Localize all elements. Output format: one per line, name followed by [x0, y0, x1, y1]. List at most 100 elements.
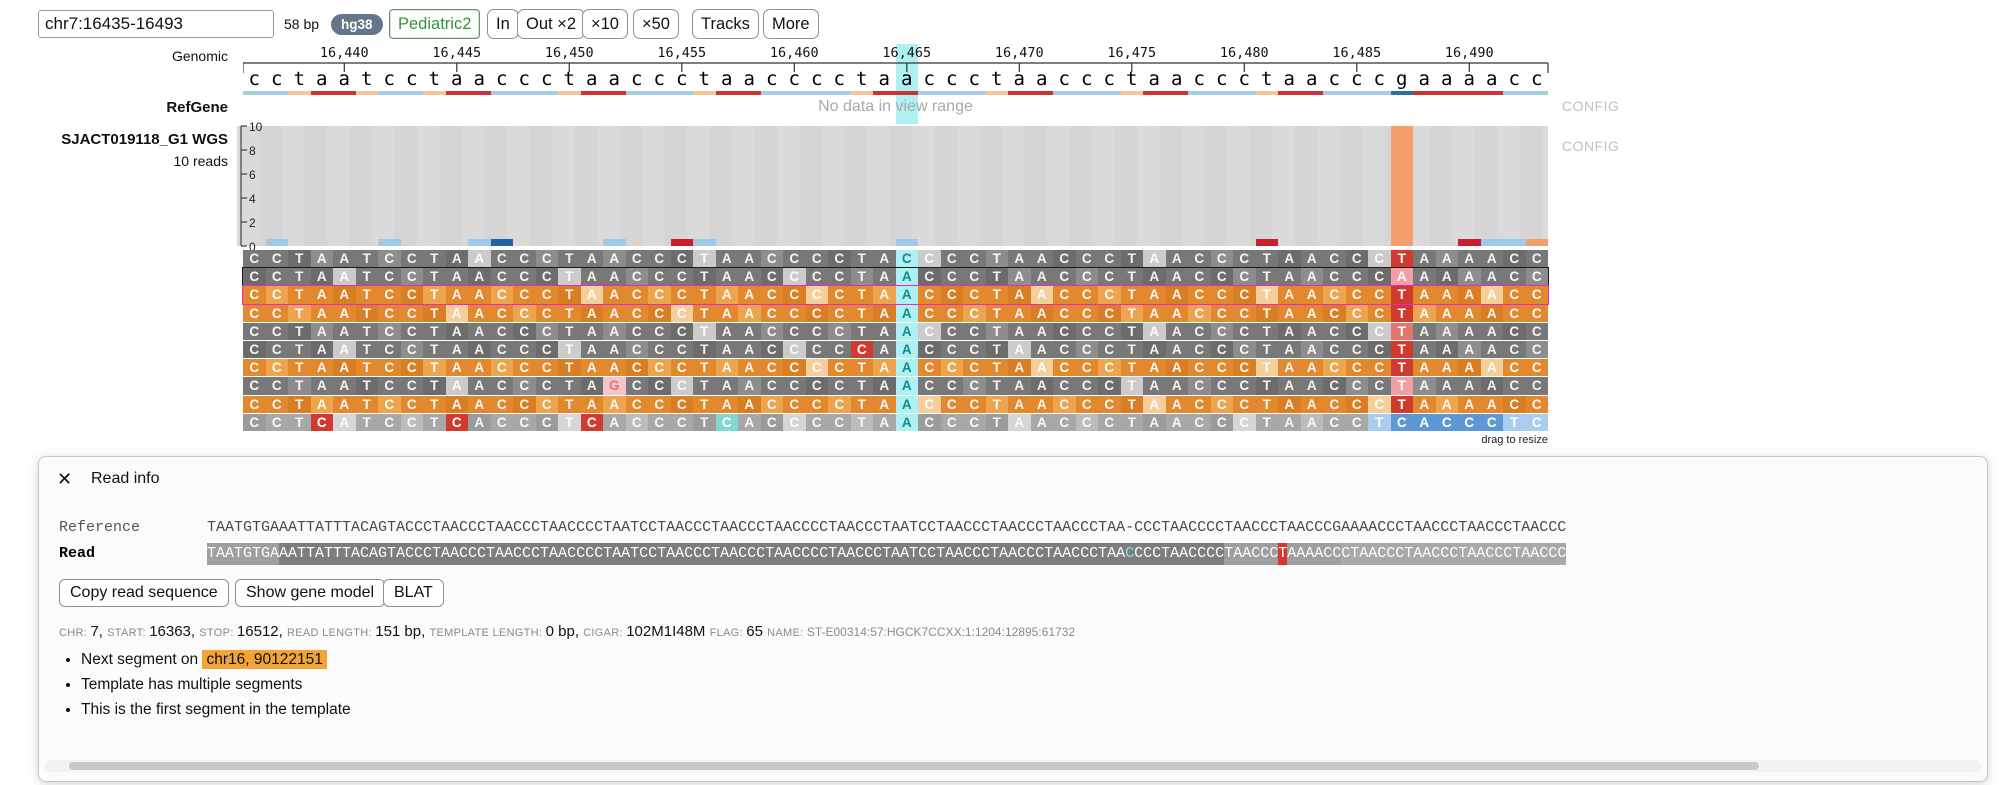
read-base-cell[interactable]: C	[648, 359, 671, 377]
read-base-cell[interactable]: A	[468, 286, 491, 304]
read-base-cell[interactable]: C	[850, 341, 873, 359]
read-base-cell[interactable]: C	[535, 341, 558, 359]
read-base-cell[interactable]: A	[1278, 304, 1301, 322]
read-base-cell[interactable]: A	[873, 413, 896, 431]
read-base-cell[interactable]: C	[670, 250, 693, 268]
read-base-cell[interactable]: C	[940, 322, 963, 340]
read-base-cell[interactable]: A	[1435, 395, 1458, 413]
read-base-cell[interactable]: A	[738, 268, 761, 286]
read-base-cell[interactable]: A	[1143, 413, 1166, 431]
read-base-cell[interactable]: A	[715, 341, 738, 359]
read-base-cell[interactable]: C	[1210, 359, 1233, 377]
read-base-cell[interactable]: C	[1368, 395, 1391, 413]
read-base-cell[interactable]: A	[1300, 377, 1323, 395]
read-base-cell[interactable]: A	[1165, 359, 1188, 377]
read-base-cell[interactable]: C	[1323, 341, 1346, 359]
read-base-cell[interactable]: A	[873, 250, 896, 268]
read-base-cell[interactable]: T	[985, 304, 1008, 322]
read-base-cell[interactable]: A	[1300, 341, 1323, 359]
read-base-cell[interactable]: C	[760, 268, 783, 286]
read-base-cell[interactable]: C	[490, 413, 513, 431]
read-base-cell[interactable]: A	[468, 304, 491, 322]
read-base-cell[interactable]: C	[378, 286, 401, 304]
read-base-cell[interactable]: T	[985, 377, 1008, 395]
read-base-cell[interactable]: T	[1120, 395, 1143, 413]
read-base-cell[interactable]: C	[648, 341, 671, 359]
read-base-cell[interactable]: C	[400, 268, 423, 286]
read-base-cell[interactable]: A	[738, 286, 761, 304]
read-base-cell[interactable]: C	[490, 359, 513, 377]
read-base-cell[interactable]: C	[1458, 413, 1481, 431]
read-base-cell[interactable]: C	[648, 377, 671, 395]
read-base-cell[interactable]: C	[1210, 268, 1233, 286]
read-base-cell[interactable]: C	[1188, 250, 1211, 268]
read-base-cell[interactable]: C	[648, 268, 671, 286]
read-base-cell[interactable]: T	[1390, 286, 1413, 304]
read-base-cell[interactable]: A	[1480, 322, 1503, 340]
read-base-cell[interactable]: A	[1165, 413, 1188, 431]
read-base-cell[interactable]: C	[265, 268, 288, 286]
read-base-cell[interactable]: C	[805, 359, 828, 377]
read-base-cell[interactable]: A	[1480, 250, 1503, 268]
read-base-cell[interactable]: T	[850, 268, 873, 286]
read-base-cell[interactable]: A	[895, 322, 918, 340]
read-base-cell[interactable]: C	[1503, 322, 1526, 340]
read-base-cell[interactable]: C	[1233, 322, 1256, 340]
read-base-cell[interactable]: T	[1390, 377, 1413, 395]
read-base-cell[interactable]: C	[513, 377, 536, 395]
read-base-cell[interactable]: C	[1323, 268, 1346, 286]
read-base-cell[interactable]: A	[1143, 250, 1166, 268]
read-base-cell[interactable]: C	[963, 304, 986, 322]
read-base-cell[interactable]: C	[805, 395, 828, 413]
read-base-cell[interactable]: A	[715, 377, 738, 395]
mate-position-highlight[interactable]: chr16, 90122151	[202, 650, 327, 669]
read-base-cell[interactable]: T	[1255, 413, 1278, 431]
read-base-cell[interactable]: C	[918, 322, 941, 340]
read-base-cell[interactable]: A	[1278, 286, 1301, 304]
read-base-cell[interactable]: C	[940, 377, 963, 395]
read-base-cell[interactable]: A	[1435, 341, 1458, 359]
read-base-cell[interactable]: C	[670, 359, 693, 377]
read-base-cell[interactable]: C	[1233, 304, 1256, 322]
read-base-cell[interactable]: A	[310, 268, 333, 286]
read-base-cell[interactable]: C	[940, 268, 963, 286]
read-base-cell[interactable]: C	[828, 395, 851, 413]
read-base-cell[interactable]: C	[783, 286, 806, 304]
read-base-cell[interactable]: C	[625, 286, 648, 304]
read-base-cell[interactable]: A	[715, 395, 738, 413]
read-base-cell[interactable]: C	[535, 322, 558, 340]
read-base-cell[interactable]: T	[288, 377, 311, 395]
read-base-cell[interactable]: A	[1435, 322, 1458, 340]
read-base-cell[interactable]: C	[963, 377, 986, 395]
read-base-cell[interactable]: C	[940, 341, 963, 359]
read-base-cell[interactable]: C	[670, 304, 693, 322]
read-base-cell[interactable]: C	[400, 377, 423, 395]
read-base-cell[interactable]: T	[1120, 359, 1143, 377]
read-base-cell[interactable]: A	[895, 359, 918, 377]
read-base-cell[interactable]: A	[445, 250, 468, 268]
read-base-cell[interactable]: C	[963, 395, 986, 413]
read-base-cell[interactable]: A	[1413, 268, 1436, 286]
read-base-cell[interactable]: T	[423, 395, 446, 413]
read-base-cell[interactable]: A	[1008, 341, 1031, 359]
read-base-cell[interactable]: A	[1030, 413, 1053, 431]
zoom-out-50x-button[interactable]: ×50	[633, 9, 679, 39]
read-base-cell[interactable]: C	[243, 377, 266, 395]
read-base-cell[interactable]: A	[1390, 268, 1413, 286]
read-base-cell[interactable]: A	[1458, 341, 1481, 359]
read-base-cell[interactable]: T	[423, 250, 446, 268]
read-base-cell[interactable]: C	[243, 304, 266, 322]
read-base-cell[interactable]: C	[783, 341, 806, 359]
read-base-cell[interactable]: C	[783, 413, 806, 431]
read-base-cell[interactable]: C	[670, 322, 693, 340]
read-base-cell[interactable]: A	[1458, 286, 1481, 304]
read-base-cell[interactable]: A	[1480, 268, 1503, 286]
read-base-cell[interactable]: A	[603, 413, 626, 431]
read-base-cell[interactable]: A	[580, 322, 603, 340]
read-base-cell[interactable]: C	[1345, 377, 1368, 395]
read-base-cell[interactable]: T	[1390, 341, 1413, 359]
read-base-cell[interactable]: C	[963, 268, 986, 286]
read-base-cell[interactable]: C	[1075, 413, 1098, 431]
read-base-cell[interactable]: T	[355, 268, 378, 286]
